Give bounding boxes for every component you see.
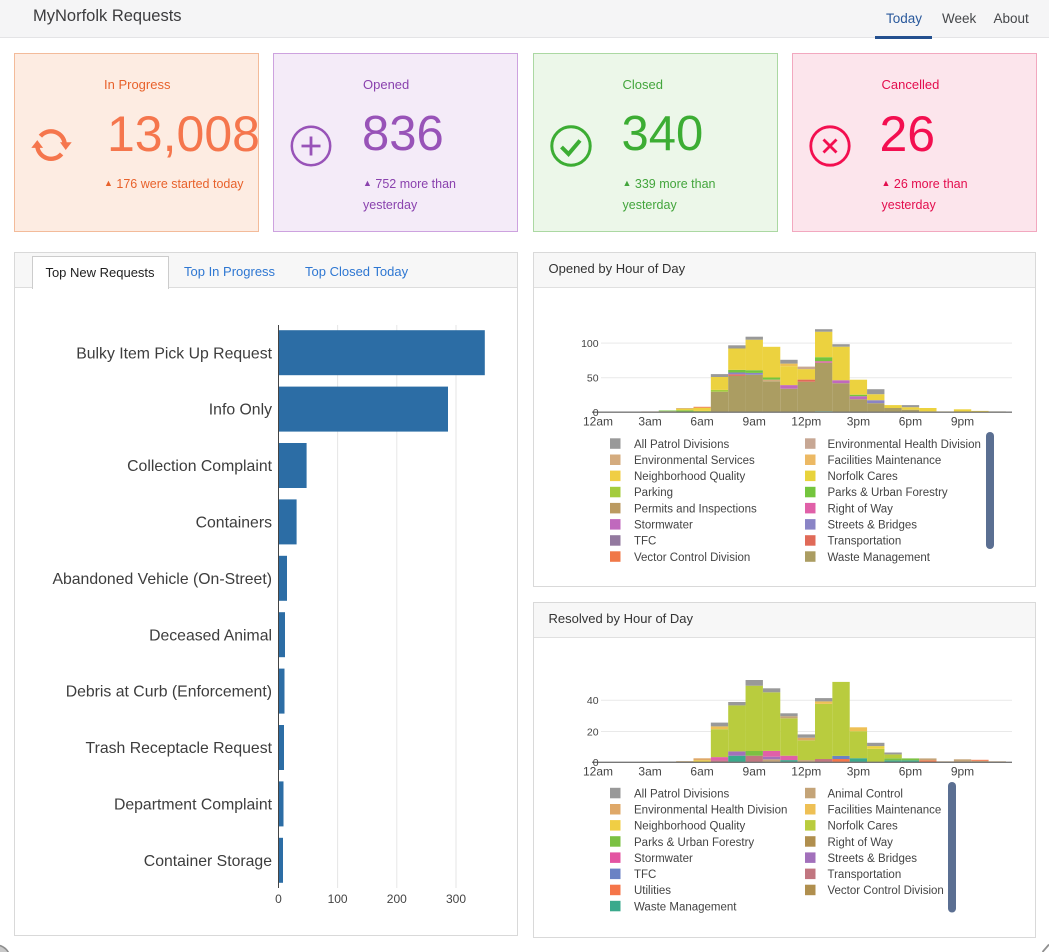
svg-text:20: 20 xyxy=(587,726,599,738)
svg-text:9pm: 9pm xyxy=(951,414,974,428)
svg-text:9am: 9am xyxy=(743,765,766,779)
svg-text:Container Storage: Container Storage xyxy=(144,853,272,870)
svg-text:6pm: 6pm xyxy=(899,765,922,779)
svg-text:All Patrol Divisions: All Patrol Divisions xyxy=(634,788,729,800)
svg-text:Neighborhood Quality: Neighborhood Quality xyxy=(634,821,745,833)
svg-text:Utilities: Utilities xyxy=(634,885,671,897)
svg-text:Info Only: Info Only xyxy=(209,402,272,419)
svg-text:Parks & Urban Forestry: Parks & Urban Forestry xyxy=(634,837,754,849)
svg-text:9am: 9am xyxy=(743,414,766,428)
svg-text:Transportation: Transportation xyxy=(828,536,902,548)
svg-text:Containers: Containers xyxy=(196,515,272,532)
svg-text:3am: 3am xyxy=(638,765,661,779)
svg-text:300: 300 xyxy=(446,892,466,906)
svg-text:50: 50 xyxy=(587,373,599,385)
svg-text:Deceased Animal: Deceased Animal xyxy=(149,627,272,644)
svg-text:6am: 6am xyxy=(690,765,713,779)
svg-text:Bulky Item Pick Up Request: Bulky Item Pick Up Request xyxy=(76,345,272,362)
svg-text:Neighborhood Quality: Neighborhood Quality xyxy=(634,471,745,483)
svg-text:0: 0 xyxy=(593,407,599,419)
svg-text:Right of Way: Right of Way xyxy=(828,837,894,849)
svg-text:3pm: 3pm xyxy=(847,414,870,428)
svg-text:Waste Management: Waste Management xyxy=(634,901,737,913)
svg-text:6pm: 6pm xyxy=(899,414,922,428)
svg-text:Animal Control: Animal Control xyxy=(828,788,903,800)
svg-text:Vector Control Division: Vector Control Division xyxy=(634,552,750,564)
svg-text:Trash Receptacle Request: Trash Receptacle Request xyxy=(86,740,273,757)
svg-text:Abandoned Vehicle (On-Street): Abandoned Vehicle (On-Street) xyxy=(52,571,272,588)
svg-text:Streets & Bridges: Streets & Bridges xyxy=(828,853,918,865)
svg-text:Debris at Curb (Enforcement): Debris at Curb (Enforcement) xyxy=(66,684,272,701)
svg-text:3am: 3am xyxy=(638,414,661,428)
svg-text:40: 40 xyxy=(587,695,599,707)
svg-text:Norfolk Cares: Norfolk Cares xyxy=(828,471,899,483)
svg-text:12am: 12am xyxy=(583,765,613,779)
svg-text:Parking: Parking xyxy=(634,487,673,499)
svg-text:100: 100 xyxy=(328,892,348,906)
svg-text:100: 100 xyxy=(581,338,599,350)
svg-text:Environmental Health Division: Environmental Health Division xyxy=(634,805,787,817)
svg-text:TFC: TFC xyxy=(634,536,656,548)
svg-text:200: 200 xyxy=(387,892,407,906)
svg-text:Environmental Services: Environmental Services xyxy=(634,455,755,467)
svg-text:0: 0 xyxy=(275,892,282,906)
svg-text:12pm: 12pm xyxy=(791,414,821,428)
svg-text:0: 0 xyxy=(593,757,599,769)
svg-text:Parks & Urban Forestry: Parks & Urban Forestry xyxy=(828,487,948,499)
svg-text:Streets & Bridges: Streets & Bridges xyxy=(828,520,918,532)
svg-text:Stormwater: Stormwater xyxy=(634,520,693,532)
svg-text:Waste Management: Waste Management xyxy=(828,552,931,564)
svg-text:Facilities Maintenance: Facilities Maintenance xyxy=(828,805,942,817)
svg-text:Environmental Health Division: Environmental Health Division xyxy=(828,439,981,451)
svg-text:Norfolk Cares: Norfolk Cares xyxy=(828,821,899,833)
svg-text:Right of Way: Right of Way xyxy=(828,503,894,515)
svg-text:9pm: 9pm xyxy=(951,765,974,779)
svg-text:TFC: TFC xyxy=(634,869,656,881)
svg-text:6am: 6am xyxy=(690,414,713,428)
svg-text:12am: 12am xyxy=(583,414,613,428)
svg-text:All Patrol Divisions: All Patrol Divisions xyxy=(634,439,729,451)
svg-text:Permits and Inspections: Permits and Inspections xyxy=(634,503,757,515)
svg-text:Vector Control Division: Vector Control Division xyxy=(828,885,944,897)
svg-text:Department Complaint: Department Complaint xyxy=(114,797,273,814)
svg-text:Facilities Maintenance: Facilities Maintenance xyxy=(828,455,942,467)
svg-text:12pm: 12pm xyxy=(791,765,821,779)
svg-text:3pm: 3pm xyxy=(847,765,870,779)
svg-text:Transportation: Transportation xyxy=(828,869,902,881)
svg-text:Collection Complaint: Collection Complaint xyxy=(127,458,272,475)
svg-text:Stormwater: Stormwater xyxy=(634,853,693,865)
